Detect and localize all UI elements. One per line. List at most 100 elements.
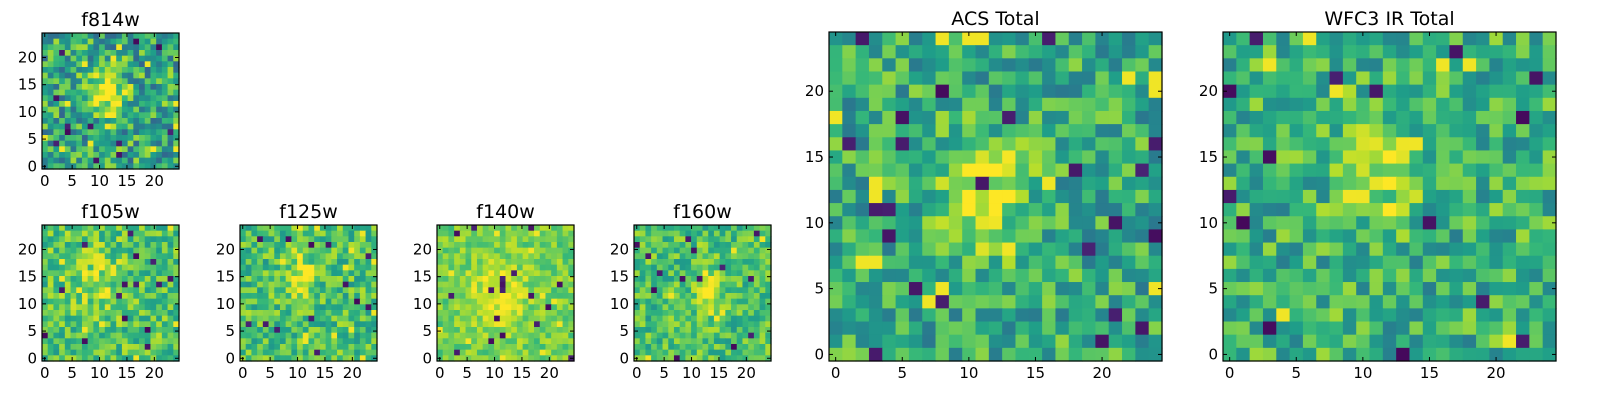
heatmap-cell <box>268 264 275 271</box>
heatmap-cell <box>93 135 100 142</box>
heatmap-cell <box>935 308 950 323</box>
heatmap-cell <box>342 355 350 362</box>
x-tick-label: 20 <box>540 364 559 382</box>
heatmap-cell <box>173 344 180 351</box>
heatmap-cell <box>753 253 761 260</box>
heatmap-cell <box>121 140 129 147</box>
heatmap-cell <box>167 55 174 62</box>
heatmap-cell <box>1122 242 1136 257</box>
heatmap-cell <box>651 236 658 243</box>
heatmap-cell <box>121 304 129 311</box>
heatmap-cell <box>499 225 507 232</box>
heatmap-cell <box>1409 255 1424 270</box>
heatmap-cell <box>42 157 49 164</box>
heatmap-cell <box>81 310 89 317</box>
heatmap-cell <box>59 157 66 164</box>
heatmap-cell <box>240 270 247 277</box>
heatmap-cell <box>685 298 692 305</box>
heatmap-cell <box>1476 176 1490 191</box>
heatmap-cell <box>662 304 669 311</box>
heatmap-cell <box>319 253 327 260</box>
heatmap-cell <box>454 349 461 356</box>
heatmap-cell <box>1122 97 1136 112</box>
heatmap-cell <box>104 298 112 305</box>
heatmap-cell <box>359 327 367 334</box>
heatmap-cell <box>908 321 923 336</box>
heatmap-cell <box>104 225 112 232</box>
heatmap-cell <box>895 71 910 86</box>
heatmap-cell <box>1289 203 1304 217</box>
heatmap-cell <box>319 287 327 294</box>
heatmap-cell <box>76 338 83 345</box>
heatmap-cell <box>42 230 49 237</box>
heatmap-cell <box>748 310 755 317</box>
heatmap-cell <box>651 259 658 266</box>
heatmap-cell <box>476 259 484 266</box>
heatmap-cell <box>314 321 321 328</box>
heatmap-cell <box>556 230 564 237</box>
heatmap-cell <box>245 259 253 266</box>
heatmap-cell <box>59 355 66 362</box>
heatmap-cell <box>133 140 140 147</box>
heatmap-cell <box>1289 321 1304 336</box>
heatmap-cell <box>1042 255 1057 270</box>
heatmap-cell <box>1449 189 1464 204</box>
heatmap-cell <box>1135 97 1150 112</box>
heatmap-cell <box>639 287 647 294</box>
heatmap-cell <box>1095 84 1110 99</box>
heatmap-cell <box>127 264 134 271</box>
heatmap-cell <box>962 32 977 46</box>
heatmap-cell <box>551 259 558 266</box>
heatmap-cell <box>70 281 77 288</box>
x-tick-label: 20 <box>343 364 362 382</box>
heatmap-cell <box>471 304 478 311</box>
heatmap-cell <box>719 321 726 328</box>
heatmap-cell <box>93 101 100 108</box>
heatmap-cell <box>121 230 129 237</box>
heatmap-cell <box>150 304 157 311</box>
heatmap-cell <box>104 123 112 130</box>
heatmap-cell <box>42 67 49 74</box>
heatmap-cell <box>482 253 489 260</box>
heatmap-cell <box>1329 124 1344 138</box>
heatmap-cell <box>668 321 675 328</box>
heatmap-cell <box>731 355 738 362</box>
heatmap-cell <box>87 304 94 311</box>
heatmap-cell <box>93 95 100 102</box>
heatmap-cell <box>765 247 772 254</box>
heatmap-cell <box>488 315 495 322</box>
heatmap-cell <box>167 259 174 266</box>
heatmap-cell <box>274 338 281 345</box>
heatmap-cell <box>935 242 950 257</box>
heatmap-cell <box>1436 347 1451 362</box>
heatmap-cell <box>161 276 169 283</box>
heatmap-cell <box>454 321 461 328</box>
heatmap-cell <box>1409 84 1424 99</box>
heatmap-cell <box>167 106 174 113</box>
heatmap-cell <box>161 157 169 164</box>
heatmap-cell <box>499 304 507 311</box>
heatmap-cell <box>454 281 461 288</box>
heatmap-cell <box>1302 242 1317 257</box>
heatmap-cell <box>511 298 518 305</box>
heatmap-cell <box>262 332 270 339</box>
heatmap-cell <box>1342 268 1357 283</box>
heatmap-cell <box>262 355 270 362</box>
heatmap-cell <box>245 332 253 339</box>
heatmap-cell <box>1396 163 1411 178</box>
heatmap-cell <box>528 338 535 345</box>
heatmap-cell <box>962 282 977 296</box>
heatmap-cell <box>144 72 152 79</box>
heatmap-cell <box>76 157 83 164</box>
heatmap-cell <box>1409 137 1424 152</box>
heatmap-cell <box>64 33 72 40</box>
heatmap-cell <box>882 282 897 296</box>
heatmap-cell <box>70 84 77 91</box>
heatmap-cell <box>528 293 535 300</box>
heatmap-cell <box>150 310 157 317</box>
heatmap-cell <box>99 157 106 164</box>
heatmap-cell <box>975 295 990 309</box>
heatmap-cell <box>882 110 897 125</box>
heatmap-cell <box>1462 229 1477 244</box>
x-tick-label: 10 <box>485 364 504 382</box>
